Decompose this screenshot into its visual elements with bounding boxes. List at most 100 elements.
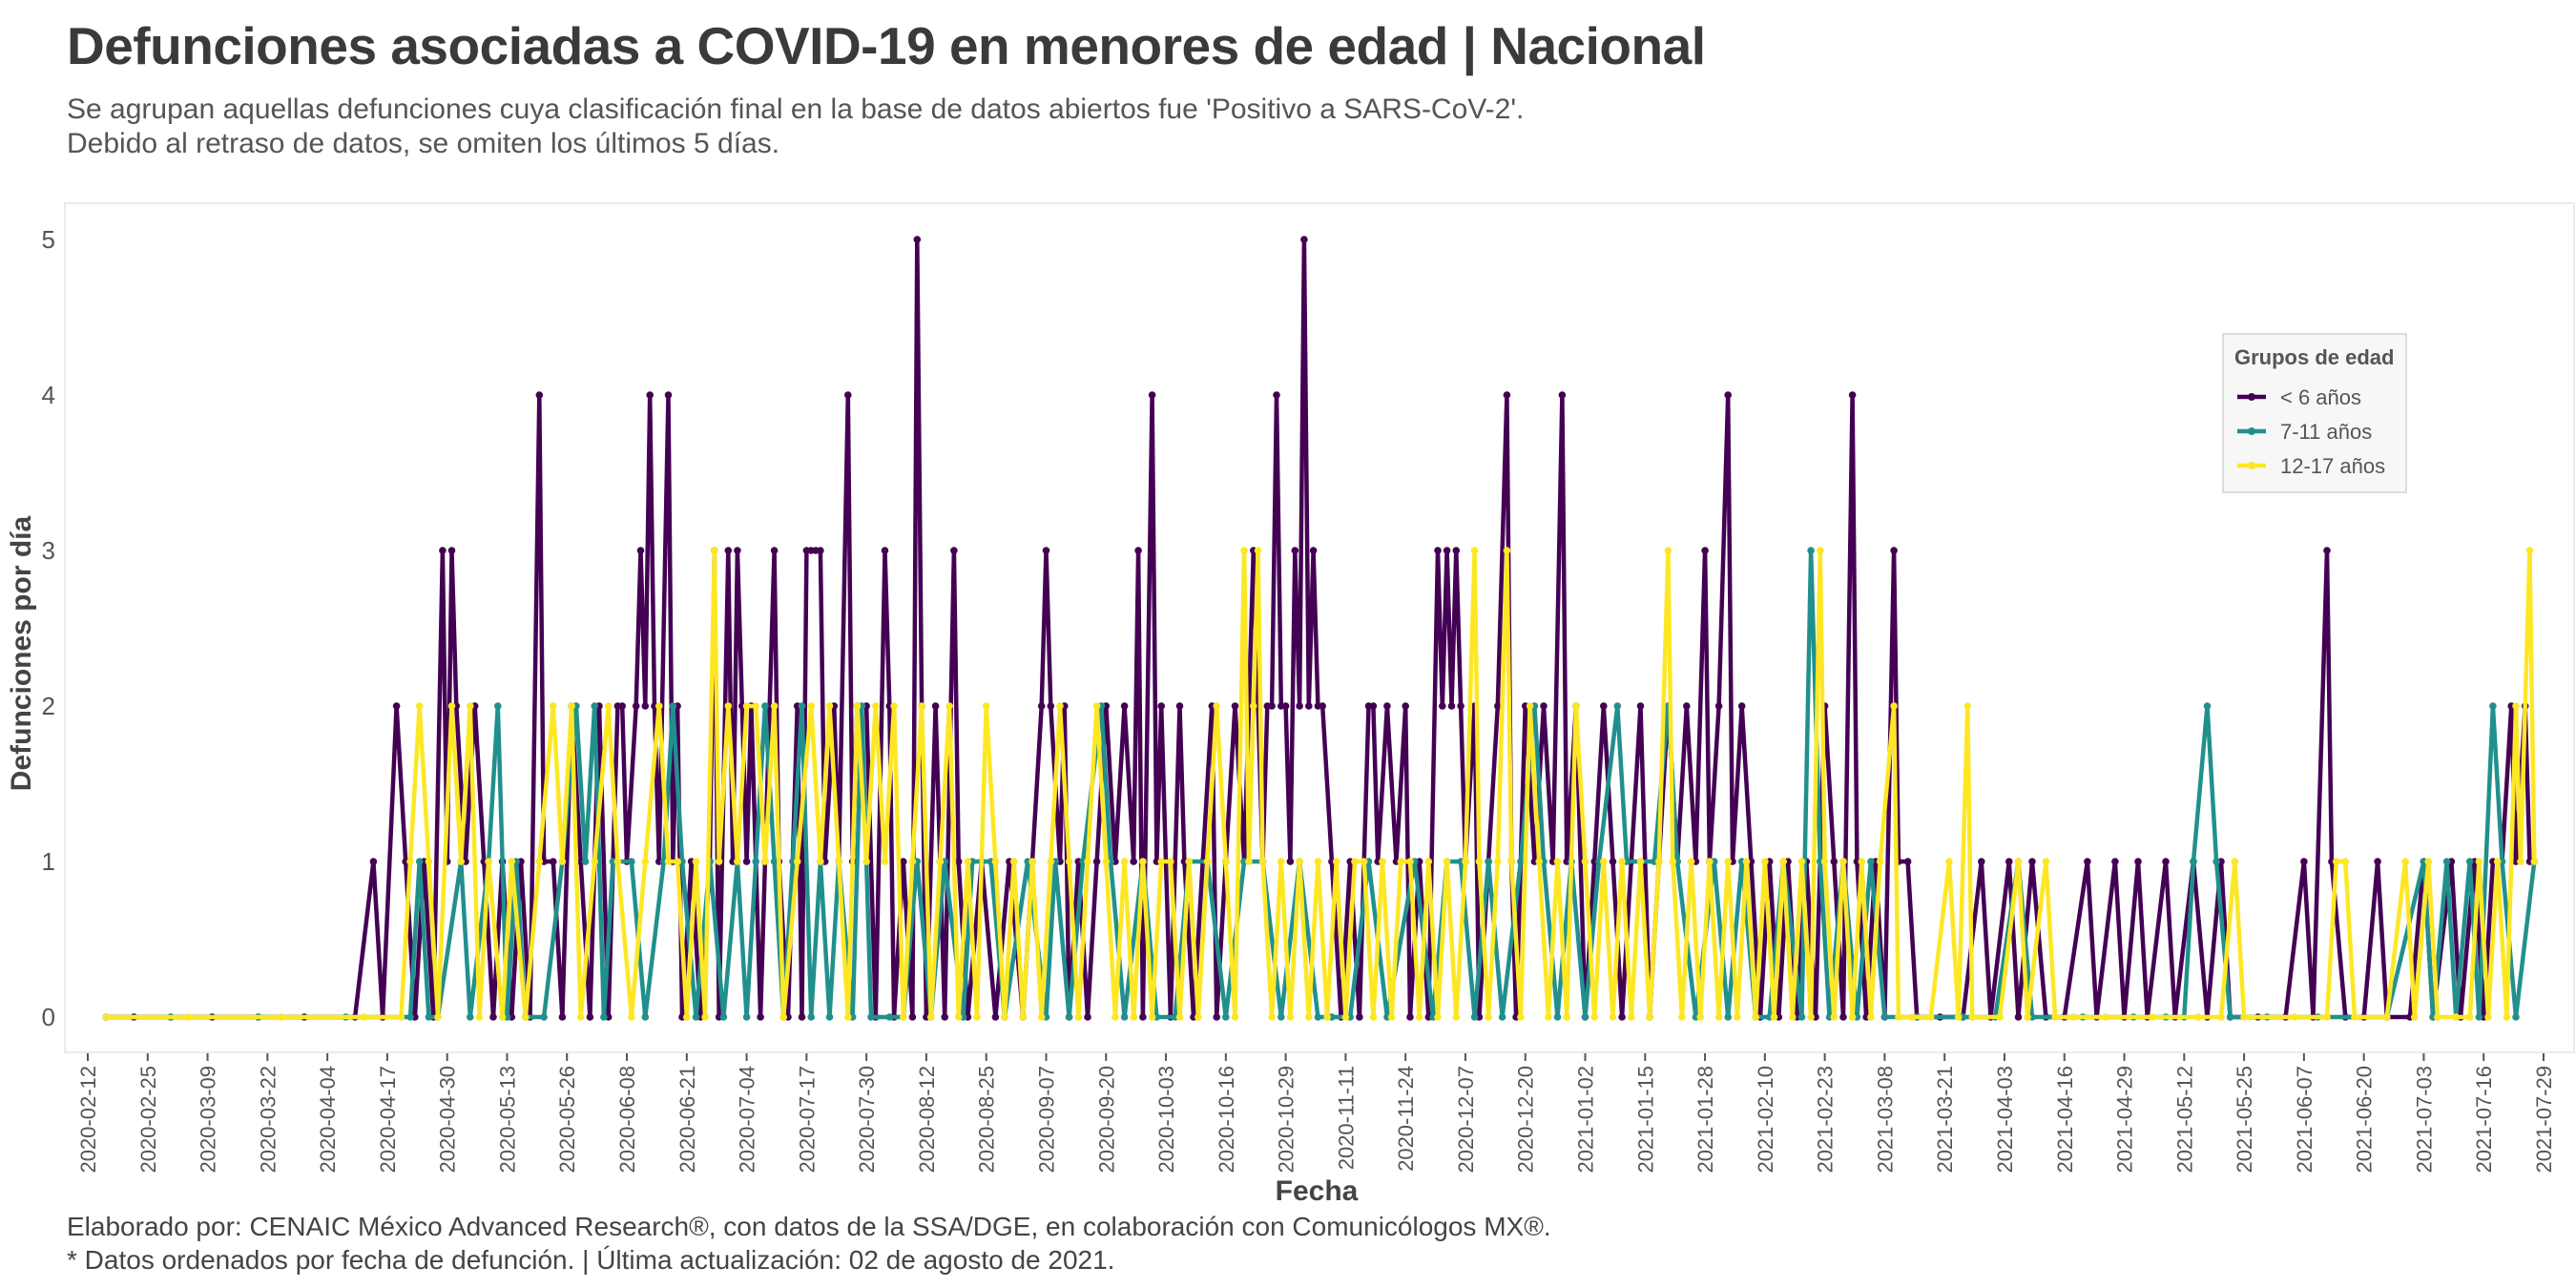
data-point: [2226, 1013, 2234, 1021]
data-point: [964, 858, 972, 865]
data-point: [439, 547, 447, 554]
data-point: [1807, 547, 1815, 554]
data-point: [1820, 858, 1829, 865]
data-point: [954, 1013, 963, 1021]
data-point: [406, 858, 414, 865]
data-point: [1742, 858, 1751, 865]
data-point: [752, 858, 759, 865]
data-point: [550, 702, 557, 710]
data-point: [1319, 702, 1326, 710]
data-point: [692, 858, 700, 865]
data-point: [2512, 1013, 2520, 1021]
data-point: [1494, 858, 1502, 865]
data-point: [1636, 702, 1645, 710]
data-point: [1120, 858, 1129, 865]
data-point: [2530, 858, 2539, 865]
data-point: [1817, 547, 1824, 554]
data-point: [770, 547, 779, 554]
data-point: [1517, 1013, 1525, 1021]
data-point: [2503, 1013, 2511, 1021]
data-point: [1830, 858, 1839, 865]
data-point: [1475, 858, 1484, 865]
data-point: [719, 1013, 728, 1021]
data-point: [2190, 858, 2197, 865]
data-point: [1019, 1013, 1028, 1021]
data-point: [1047, 858, 1055, 865]
data-point: [742, 702, 751, 710]
data-point: [1175, 1013, 1184, 1021]
data-point: [1706, 858, 1714, 865]
data-point: [742, 858, 751, 865]
data-point: [825, 702, 834, 710]
data-point: [535, 858, 544, 865]
y-tick-label: 3: [42, 536, 55, 565]
data-point: [1009, 858, 1018, 865]
data-point: [881, 858, 889, 865]
data-point: [628, 1013, 635, 1021]
data-point: [558, 1013, 567, 1021]
data-point: [2512, 702, 2520, 710]
data-point: [1761, 858, 1769, 865]
data-point: [1369, 1013, 1378, 1021]
series-line: [104, 548, 2537, 1020]
data-point: [692, 1013, 700, 1021]
data-point: [1908, 1013, 1917, 1021]
y-tick-label: 1: [42, 847, 55, 876]
data-point: [278, 1013, 285, 1021]
x-tick-label: 2021-02-10: [1754, 1066, 1777, 1174]
data-point: [1231, 1013, 1239, 1021]
data-point: [1434, 547, 1442, 554]
x-tick-label: 2021-07-29: [2532, 1066, 2556, 1174]
data-point: [807, 1013, 815, 1021]
data-point: [1402, 702, 1409, 710]
data-point: [1240, 547, 1248, 554]
x-tick-label: 2020-10-03: [1154, 1066, 1178, 1174]
data-point: [844, 1013, 852, 1021]
data-point: [1770, 1013, 1778, 1021]
x-tick-label: 2020-09-07: [1034, 1066, 1058, 1174]
x-tick-label: 2021-06-20: [2353, 1066, 2377, 1174]
data-point: [913, 236, 922, 243]
data-point: [1443, 858, 1451, 865]
data-point: [1314, 858, 1322, 865]
data-point: [674, 858, 681, 865]
data-point: [1789, 1013, 1797, 1021]
data-point: [1664, 547, 1672, 554]
data-point: [724, 702, 733, 710]
x-tick-label: 2020-04-04: [316, 1066, 340, 1174]
x-tick-label: 2020-07-17: [795, 1066, 819, 1174]
data-point: [1701, 547, 1709, 554]
data-point: [2042, 858, 2050, 865]
x-tick-label: 2021-06-07: [2293, 1066, 2316, 1174]
data-point: [397, 1013, 405, 1021]
data-point: [1406, 858, 1414, 865]
data-point: [1724, 391, 1732, 399]
data-point: [872, 702, 880, 710]
data-point: [2014, 1013, 2023, 1021]
data-point: [522, 1013, 530, 1021]
data-point: [1558, 391, 1567, 399]
data-point: [2323, 1013, 2331, 1021]
data-point: [1890, 547, 1898, 554]
data-point: [447, 547, 456, 554]
data-point: [2240, 1013, 2248, 1021]
data-point: [415, 702, 424, 710]
data-point: [1669, 858, 1677, 865]
series-line: [104, 548, 2537, 1020]
data-point: [2148, 1013, 2156, 1021]
x-tick-label: 2020-11-24: [1394, 1066, 1418, 1172]
data-point: [941, 1013, 948, 1021]
data-point: [1383, 702, 1391, 710]
data-point: [761, 858, 769, 865]
data-point: [1291, 547, 1299, 554]
data-point: [2465, 858, 2474, 865]
data-point: [1084, 858, 1091, 865]
data-point: [1526, 702, 1534, 710]
data-point: [613, 858, 622, 865]
data-point: [1065, 858, 1073, 865]
x-axis-title: Fecha: [1276, 1175, 1359, 1207]
data-point: [982, 702, 990, 710]
data-point: [2434, 1013, 2441, 1021]
data-point: [1278, 1013, 1285, 1021]
data-point: [369, 858, 378, 865]
